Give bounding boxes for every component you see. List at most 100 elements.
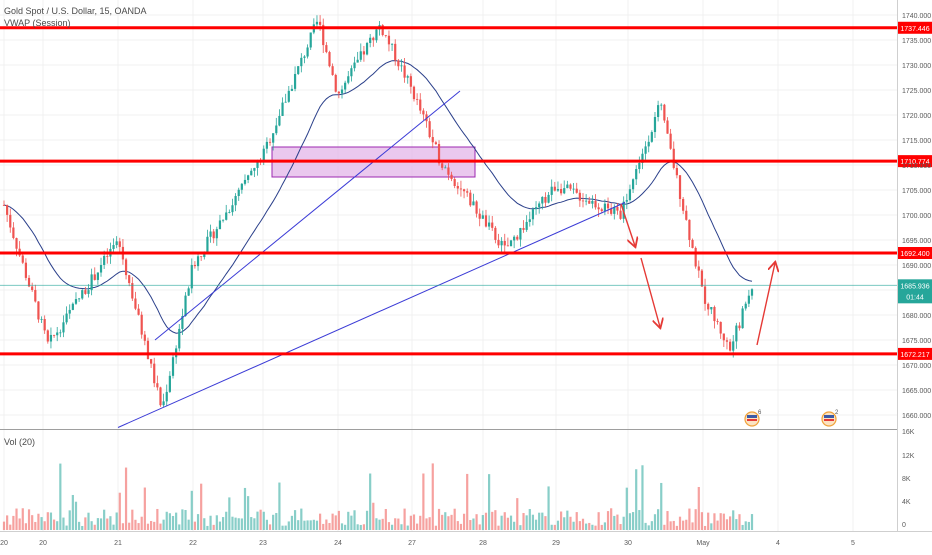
- candle-body: [90, 274, 93, 291]
- trendline-1[interactable]: [154, 90, 461, 341]
- candle-body: [616, 206, 619, 211]
- volume-bar: [478, 524, 481, 530]
- volume-bar: [68, 510, 71, 530]
- candle-body: [594, 200, 597, 208]
- candle-body: [369, 37, 372, 43]
- volume-bar: [231, 516, 234, 530]
- volume-bar: [541, 512, 544, 530]
- horizontal-levels[interactable]: 1737.446 1710.774 1692.400 1672.217 1685.936…: [0, 21, 932, 360]
- volume-bar: [581, 518, 585, 530]
- candle-body: [203, 252, 206, 258]
- volume-bar: [99, 518, 103, 530]
- candle-body: [49, 334, 53, 342]
- volume-bar: [143, 487, 146, 530]
- candle-body: [281, 102, 284, 116]
- trendline-2[interactable]: [117, 202, 626, 428]
- candle-body: [149, 359, 153, 364]
- volume-bar: [315, 520, 319, 530]
- volume-bar: [71, 494, 74, 530]
- candle-body: [631, 179, 635, 190]
- volume-bar: [347, 511, 350, 530]
- candle-body: [700, 270, 704, 287]
- volume-bar: [6, 515, 9, 530]
- volume-bar: [21, 508, 24, 530]
- candle-body: [569, 184, 572, 189]
- us-flag-event-icon[interactable]: 6: [744, 410, 762, 427]
- candle-body: [331, 66, 334, 75]
- projection-arrows[interactable]: [620, 203, 775, 346]
- candle-body: [2, 205, 6, 206]
- volume-tick-label: 16K: [902, 429, 915, 436]
- candle-body: [268, 141, 272, 143]
- candle-body: [685, 210, 688, 220]
- countdown-label: 01:44: [906, 294, 924, 301]
- volume-bar: [722, 513, 725, 530]
- candle-body: [65, 313, 68, 323]
- candle-body: [610, 208, 613, 214]
- volume-bar: [293, 510, 297, 530]
- volume-bar: [312, 519, 315, 530]
- volume-bar: [140, 516, 143, 530]
- candle-body: [475, 201, 478, 214]
- us-flag-event-icon-2[interactable]: 2: [821, 410, 839, 427]
- candle-body: [478, 213, 481, 219]
- volume-bar: [647, 525, 650, 530]
- volume-bar: [181, 509, 184, 530]
- candle-body: [247, 175, 250, 180]
- volume-bar: [638, 510, 641, 530]
- price-tick-label: 1705.000: [902, 188, 931, 195]
- time-tick-label: 20: [39, 540, 47, 547]
- flag-stripe: [747, 419, 757, 421]
- volume-bar: [688, 508, 691, 530]
- candle-body: [284, 101, 287, 103]
- volume-bar: [149, 520, 153, 530]
- volume-bar: [34, 521, 37, 530]
- volume-bar: [750, 514, 754, 530]
- candle-body: [481, 215, 484, 219]
- volume-bar: [453, 508, 456, 530]
- trendlines[interactable]: [117, 90, 626, 428]
- volume-bar: [544, 516, 547, 530]
- candle-body: [87, 290, 90, 294]
- time-tick-label: 21: [114, 540, 122, 547]
- candle-body: [356, 59, 359, 63]
- candle-body: [585, 200, 588, 202]
- price-tick-label: 1670.000: [902, 363, 931, 370]
- volume-bar: [653, 514, 657, 530]
- candle-body: [409, 76, 412, 87]
- candle-body: [178, 328, 181, 349]
- volume-bar: [175, 512, 178, 530]
- candle-body: [660, 104, 663, 106]
- candle-body: [34, 290, 37, 302]
- volume-bar: [678, 516, 682, 530]
- candle-body: [347, 76, 350, 83]
- candle-body: [118, 241, 121, 247]
- candle-body: [243, 179, 247, 184]
- volume-bar: [716, 520, 719, 530]
- candle-body: [115, 241, 118, 246]
- candle-body: [747, 295, 750, 304]
- volume-bar: [322, 523, 325, 530]
- volume-legend[interactable]: Vol (20): [4, 437, 36, 447]
- candle-body: [124, 259, 128, 276]
- candle-body: [40, 319, 43, 320]
- vwap-legend[interactable]: VWAP (Session): [4, 18, 71, 28]
- volume-bar: [15, 508, 18, 530]
- symbol-title[interactable]: Gold Spot / U.S. Dollar, 15, OANDA: [4, 6, 147, 16]
- volume-bar: [394, 518, 397, 530]
- arrow-down-2[interactable]: [640, 257, 660, 327]
- volume-bar: [669, 521, 672, 530]
- arrow-down-1[interactable]: [620, 203, 635, 246]
- arrow-up[interactable]: [756, 263, 775, 346]
- volume-bar: [259, 509, 262, 530]
- volume-bar: [475, 514, 478, 530]
- volume-bar: [375, 518, 378, 530]
- candle-body: [703, 286, 707, 304]
- candle-body: [531, 209, 535, 220]
- volume-bar: [650, 521, 653, 530]
- volume-bar: [547, 486, 550, 530]
